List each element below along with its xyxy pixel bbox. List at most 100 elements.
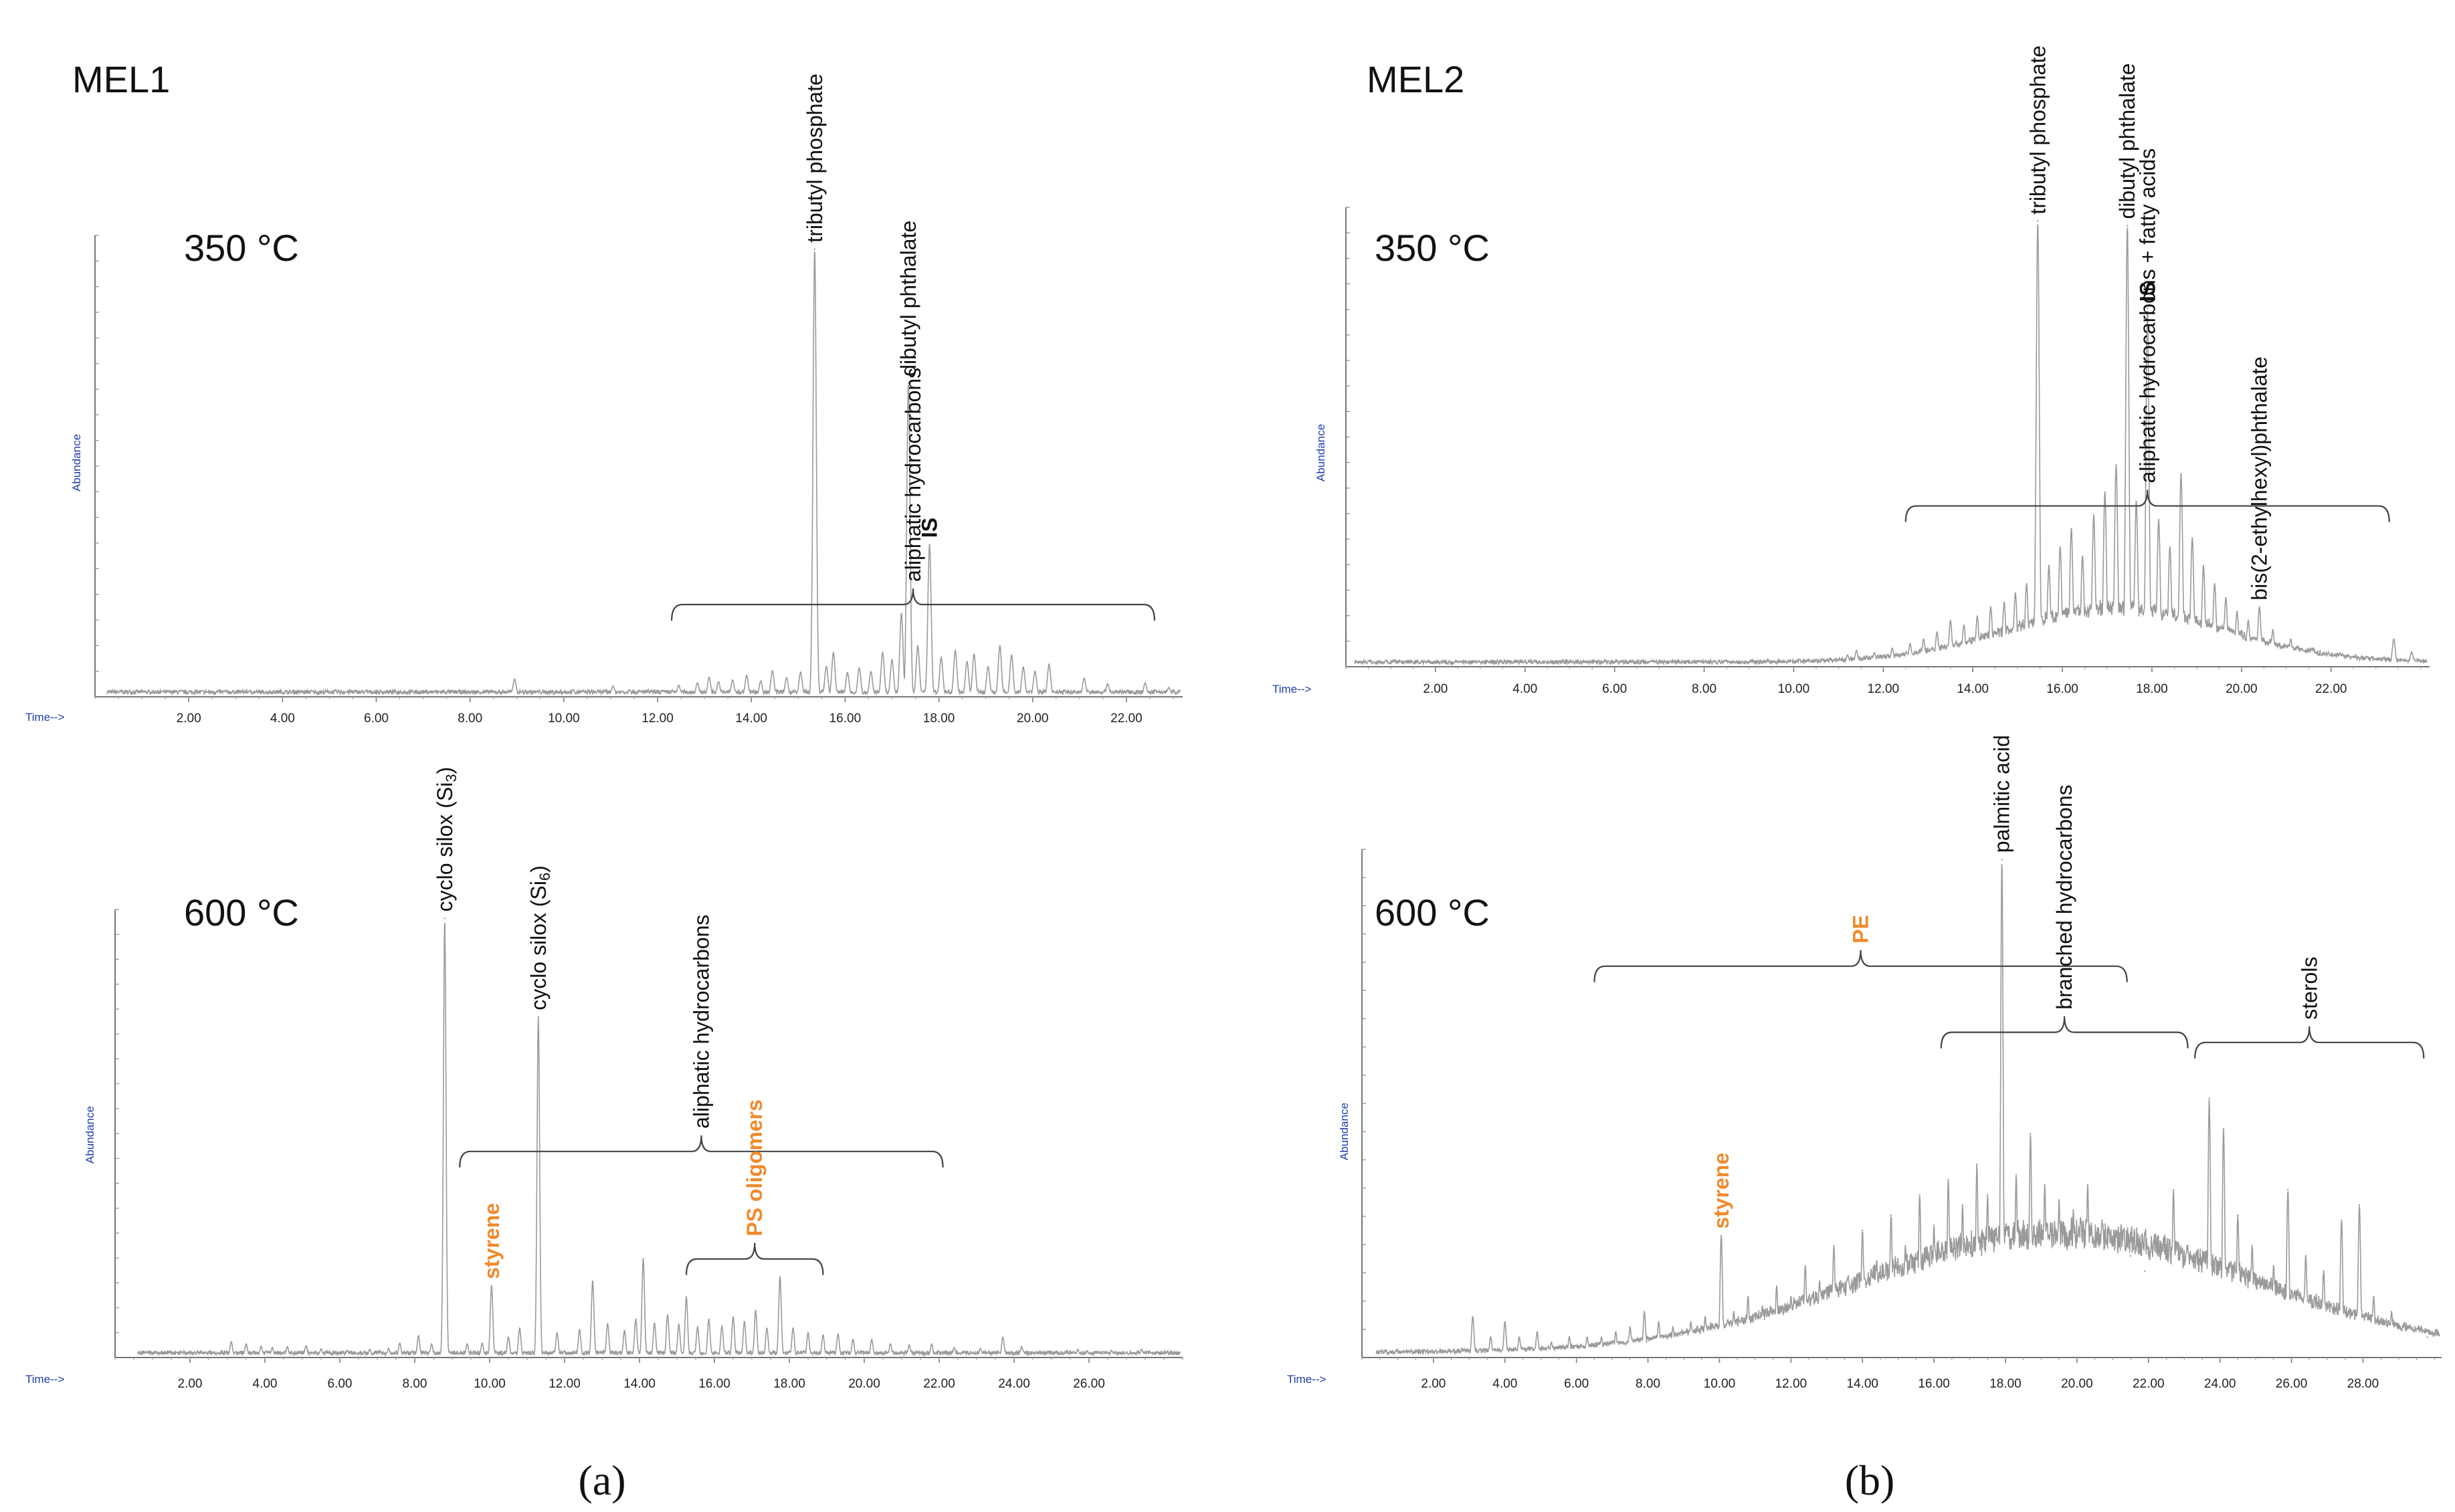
peak-point <box>2304 1255 2307 1257</box>
peak-point <box>987 665 989 668</box>
x-tick-label: 18.00 <box>923 712 955 726</box>
bracket-aliphatic-hydrocarbons <box>670 588 1156 621</box>
peak-label-cyclo-silox-si6: cyclo silox (Si6) <box>526 865 553 1010</box>
peak-point <box>907 382 910 384</box>
peak-point <box>417 1335 419 1337</box>
peak-point <box>1704 1316 1706 1318</box>
peak-label-is: IS <box>918 518 942 538</box>
peak-point <box>1976 615 1979 617</box>
y-meta-label-c1: Abundance <box>84 1106 96 1164</box>
peak-point <box>2237 1214 2239 1216</box>
peak-point <box>890 1343 892 1345</box>
peak-point <box>2272 1265 2275 1267</box>
peak-point <box>908 1344 910 1346</box>
peak-point <box>1747 1295 1749 1298</box>
peak-point <box>760 680 762 682</box>
peak-point <box>2101 1219 2103 1222</box>
peak-point <box>387 1347 389 1349</box>
peak-point <box>1890 1214 1892 1216</box>
peak-point <box>940 657 943 659</box>
x-tick-label: 14.00 <box>623 1377 656 1391</box>
bracket-ps-oligomers <box>685 1243 824 1275</box>
peak-point <box>708 1318 710 1321</box>
peak-point <box>2129 1255 2132 1257</box>
peak-point <box>973 653 975 655</box>
x-meta-label-c2: Time--> <box>1272 683 1311 695</box>
peak-point <box>2187 1245 2189 1247</box>
peak-point <box>1846 654 1848 657</box>
peak-point <box>2366 655 2368 658</box>
peak-point <box>2126 225 2129 227</box>
peak-point <box>696 1326 699 1328</box>
temp-label-c3: 600 °C <box>1375 891 1490 934</box>
bracket-label-branched-hydrocarbons: branched hydrocarbons <box>2052 784 2076 1009</box>
peak-point <box>305 1345 307 1347</box>
x-tick-label: 22.00 <box>2315 682 2347 696</box>
peak-point <box>1167 687 1170 689</box>
peak-point <box>871 1339 873 1341</box>
x-tick-label: 20.00 <box>1017 712 1049 726</box>
peak-point <box>2390 1311 2393 1313</box>
peak-point <box>1518 1336 1520 1338</box>
x-tick-label: 4.00 <box>1492 1377 1517 1391</box>
x-tick-label: 26.00 <box>1073 1377 1105 1391</box>
y-meta-label-c2: Abundance <box>1314 424 1327 481</box>
x-tick-label: 8.00 <box>1636 1377 1660 1391</box>
x-tick-label: 6.00 <box>328 1377 353 1391</box>
peak-point <box>953 1347 955 1349</box>
peak-point <box>1106 683 1109 685</box>
peak-point <box>2157 518 2160 521</box>
x-tick-label: 2.00 <box>1421 1377 1446 1391</box>
peak-point <box>685 1296 688 1298</box>
peak-point <box>2272 629 2274 631</box>
x-tick-label: 16.00 <box>698 1377 730 1391</box>
peak-point <box>813 248 816 250</box>
peak-point <box>514 678 516 680</box>
peak-point <box>347 1349 349 1352</box>
peak-point <box>2059 546 2061 548</box>
x-tick-label: 10.00 <box>1778 682 1810 696</box>
peak-point <box>431 1343 433 1345</box>
peak-point <box>1961 1204 1964 1206</box>
peak-point <box>507 1336 510 1339</box>
x-tick-label: 2.00 <box>177 712 201 726</box>
peak-point <box>1963 624 1965 627</box>
peak-point <box>2044 1184 2046 1186</box>
bracket-pe <box>1593 950 2128 982</box>
peak-point <box>2092 514 2095 516</box>
peak-label-palmitic-acid: palmitic acid <box>1990 735 2014 853</box>
peak-point <box>837 1333 840 1335</box>
peak-point <box>1504 1321 1506 1323</box>
peak-point <box>1873 652 1876 654</box>
x-tick-label: 26.00 <box>2276 1377 2308 1391</box>
peak-point <box>572 689 575 691</box>
x-tick-label: 22.00 <box>1110 712 1143 726</box>
x-tick-label: 10.00 <box>1704 1377 1736 1391</box>
peak-point <box>1048 663 1050 665</box>
peak-point <box>2158 1250 2160 1252</box>
peak-point <box>2247 620 2250 622</box>
x-tick-label: 12.00 <box>549 1377 581 1391</box>
peak-point <box>245 1343 248 1345</box>
peak-point <box>1644 1311 1646 1313</box>
peak-point <box>852 1339 854 1341</box>
peak-point <box>2037 220 2039 222</box>
peak-point <box>1568 1336 1571 1338</box>
peak-point <box>1862 1229 1864 1232</box>
peak-point <box>2058 1199 2060 1201</box>
peak-point <box>882 652 884 654</box>
peak-label-styrene: styrene <box>1709 1153 1733 1229</box>
peak-point <box>481 1342 483 1344</box>
peak-point <box>743 1321 746 1323</box>
peak-point <box>2339 652 2341 654</box>
peak-point <box>2030 1133 2032 1135</box>
peak-point <box>1733 1311 1735 1313</box>
peak-point <box>1919 1194 1921 1196</box>
peak-point <box>1141 1348 1143 1351</box>
peak-point <box>2003 601 2005 604</box>
x-tick-label: 20.00 <box>848 1377 880 1391</box>
peak-point <box>2373 1295 2375 1298</box>
chromatogram-trace <box>106 251 1181 696</box>
x-tick-label: 24.00 <box>998 1377 1030 1391</box>
peak-point <box>2135 500 2137 502</box>
